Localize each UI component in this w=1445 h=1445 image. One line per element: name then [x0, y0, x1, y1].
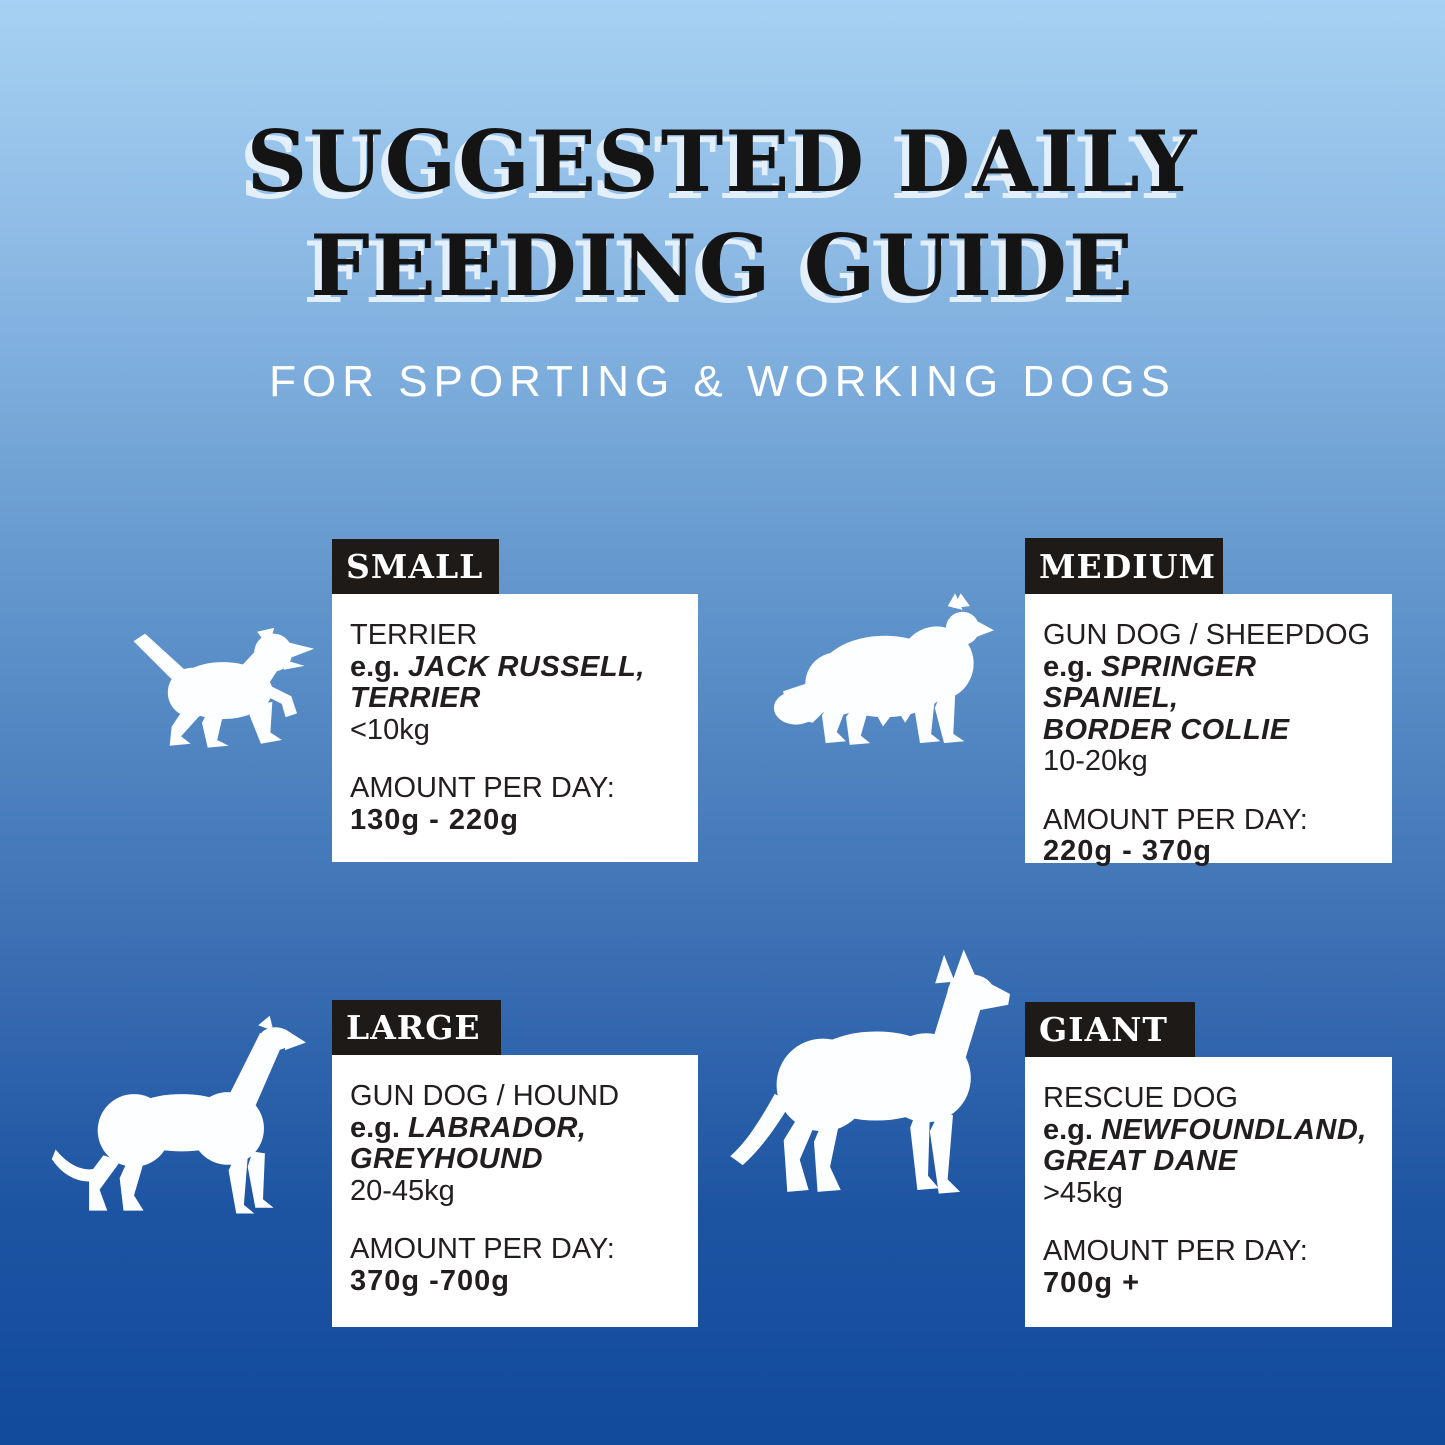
weight-range: <10kg: [350, 713, 430, 746]
amount-per-day-value: 370g -700g: [350, 1264, 510, 1297]
amount-per-day-label: AMOUNT PER DAY:: [350, 772, 615, 804]
size-label-large: LARGE: [332, 1000, 501, 1055]
weight-range: 10-20kg: [1043, 745, 1148, 777]
breed-examples-line1: e.g. JACK RUSSELL,: [350, 650, 645, 683]
breed-name: GUN DOG / SHEEPDOG: [1043, 619, 1371, 651]
amount-per-day-value: 220g - 370g: [1043, 835, 1212, 867]
breed-examples-line1: e.g. NEWFOUNDLAND,: [1043, 1113, 1367, 1146]
card-small: TERRIER e.g. JACK RUSSELL, TERRIER <10kg …: [332, 594, 698, 862]
breed-examples-line2: TERRIER: [350, 682, 481, 714]
border-collie-icon: [772, 590, 994, 750]
amount-per-day-value: 700g +: [1043, 1266, 1141, 1299]
amount-per-day-label: AMOUNT PER DAY:: [350, 1233, 615, 1265]
card-medium: GUN DOG / SHEEPDOG e.g. SPRINGER SPANIEL,…: [1025, 594, 1392, 867]
weight-range: >45kg: [1043, 1176, 1123, 1209]
page-title-line1: SUGGESTED DAILY: [246, 112, 1199, 211]
page-title-line2: FEEDING GUIDE: [310, 216, 1135, 315]
amount-per-day-label: AMOUNT PER DAY:: [1043, 803, 1308, 836]
size-label-small: SMALL: [332, 539, 499, 594]
greyhound-icon: [48, 1010, 306, 1225]
weight-range: 20-45kg: [350, 1174, 455, 1207]
card-giant: RESCUE DOG e.g. NEWFOUNDLAND, GREAT DANE …: [1025, 1057, 1392, 1327]
breed-name: RESCUE DOG: [1043, 1082, 1238, 1114]
page-subtitle: FOR SPORTING & WORKING DOGS: [269, 357, 1176, 406]
page-title: SUGGESTED DAILY FEEDING GUIDE: [0, 110, 1445, 318]
breed-examples-line2: GREAT DANE: [1043, 1145, 1238, 1177]
size-label-medium: MEDIUM: [1025, 538, 1223, 594]
jack-russell-terrier-icon: [126, 616, 316, 750]
amount-per-day-label: AMOUNT PER DAY:: [1043, 1235, 1308, 1267]
eg-prefix: e.g.: [1043, 1113, 1093, 1146]
great-dane-icon: [716, 942, 1010, 1210]
breed-examples-line2: GREYHOUND: [350, 1143, 544, 1175]
amount-per-day-value: 130g - 220g: [350, 803, 519, 836]
size-label-giant: GIANT: [1025, 1002, 1195, 1057]
breed-examples-line2: BORDER COLLIE: [1043, 713, 1290, 746]
eg-prefix: e.g.: [350, 650, 400, 683]
breed-name: TERRIER: [350, 619, 478, 651]
breed-examples-line1: e.g. LABRADOR,: [350, 1111, 587, 1144]
breed-examples-line1: e.g. SPRINGER SPANIEL,: [1043, 650, 1257, 714]
eg-prefix: e.g.: [350, 1111, 400, 1144]
eg-prefix: e.g.: [1043, 650, 1093, 683]
card-large: GUN DOG / HOUND e.g. LABRADOR, GREYHOUND …: [332, 1055, 698, 1327]
breed-name: GUN DOG / HOUND: [350, 1080, 620, 1112]
